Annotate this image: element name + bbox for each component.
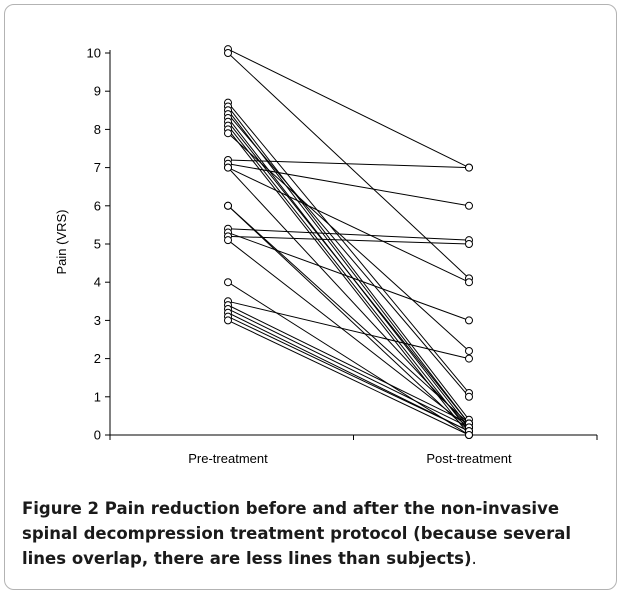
point-post-13 bbox=[465, 201, 473, 210]
series-lines bbox=[227, 48, 470, 436]
caption-period: . bbox=[471, 549, 477, 568]
point-pre-28 bbox=[224, 316, 232, 325]
subject-line-24 bbox=[227, 304, 470, 424]
point-pre-15 bbox=[224, 163, 232, 172]
category-label-pre: Pre-treatment bbox=[188, 451, 268, 466]
subject-line-27 bbox=[227, 316, 470, 432]
y-tick-label: 4 bbox=[94, 275, 101, 290]
caption-label: Figure 2 bbox=[22, 499, 100, 518]
point-pre-2 bbox=[224, 49, 232, 57]
subject-line-18 bbox=[227, 228, 470, 241]
y-tick-label: 8 bbox=[94, 122, 101, 137]
point-post-19 bbox=[465, 316, 473, 325]
subject-line-5 bbox=[227, 109, 470, 424]
subject-line-21 bbox=[227, 239, 470, 428]
y-tick-label: 5 bbox=[94, 237, 101, 252]
subject-line-17 bbox=[227, 205, 470, 432]
point-pre-11 bbox=[224, 129, 232, 138]
x-axis bbox=[109, 434, 598, 440]
point-pre-21 bbox=[224, 236, 232, 245]
subject-line-14 bbox=[227, 167, 470, 283]
subject-line-2 bbox=[227, 52, 470, 279]
subject-line-12 bbox=[227, 159, 470, 169]
point-pre-22 bbox=[224, 278, 232, 287]
point-pre-17 bbox=[224, 201, 232, 210]
point-post-23 bbox=[465, 354, 473, 363]
subject-line-19 bbox=[227, 232, 470, 321]
figure-caption: Figure 2 Pain reduction before and after… bbox=[22, 496, 607, 571]
subject-line-9 bbox=[227, 125, 470, 432]
point-post-11 bbox=[465, 346, 473, 355]
subject-line-15 bbox=[227, 167, 470, 428]
subject-line-10 bbox=[227, 129, 470, 436]
category-label-post: Post-treatment bbox=[426, 451, 512, 466]
pain-chart: 0 1 2 3 4 5 6 7 8 9 10 Pain (VRS) Pre-treatment Po… bbox=[54, 45, 598, 466]
figure-frame bbox=[4, 4, 617, 590]
y-tick-label: 2 bbox=[94, 351, 101, 366]
caption-text: Pain reduction before and after the non-… bbox=[22, 499, 572, 568]
point-post-6 bbox=[465, 392, 473, 401]
subject-line-13 bbox=[227, 163, 470, 207]
subject-line-8 bbox=[227, 121, 470, 424]
subject-line-23 bbox=[227, 300, 470, 360]
y-axis-title: Pain (VRS) bbox=[54, 209, 69, 274]
subject-line-11 bbox=[227, 132, 470, 352]
point-post-20 bbox=[465, 240, 473, 248]
subject-line-25 bbox=[227, 308, 470, 428]
series-markers bbox=[224, 45, 473, 439]
point-post-14 bbox=[465, 278, 473, 287]
y-tick-label: 3 bbox=[94, 313, 101, 328]
subject-line-6 bbox=[227, 113, 470, 398]
y-axis: 0 1 2 3 4 5 6 7 8 9 10 bbox=[87, 46, 111, 443]
subject-line-20 bbox=[227, 235, 470, 245]
subject-line-16 bbox=[227, 205, 470, 424]
y-tick-label: 0 bbox=[94, 428, 101, 443]
y-tick-label: 6 bbox=[94, 198, 101, 213]
subject-line-3 bbox=[227, 102, 470, 394]
subject-line-26 bbox=[227, 312, 470, 432]
y-tick-label: 7 bbox=[94, 160, 101, 175]
y-tick-label: 10 bbox=[87, 46, 101, 61]
subject-line-1 bbox=[227, 48, 470, 169]
subject-line-22 bbox=[227, 281, 470, 436]
y-tick-label: 1 bbox=[94, 389, 101, 404]
y-tick-label: 9 bbox=[94, 84, 101, 99]
point-post-12 bbox=[465, 163, 473, 172]
subject-line-4 bbox=[227, 106, 470, 421]
point-post-28 bbox=[465, 431, 473, 439]
subject-line-28 bbox=[227, 319, 470, 436]
